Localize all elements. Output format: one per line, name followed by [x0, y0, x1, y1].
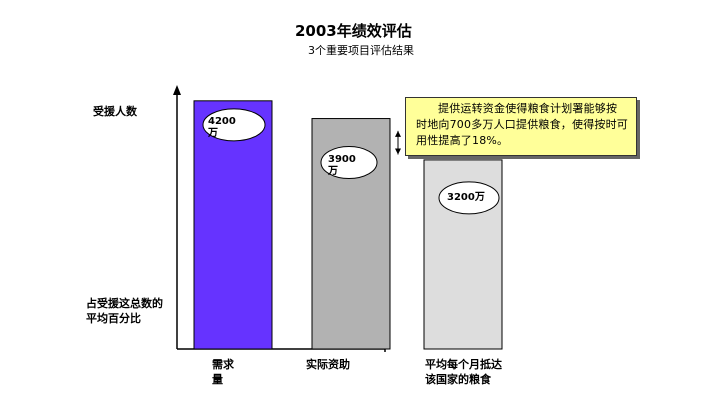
chart-title: 2003年绩效评估: [295, 22, 412, 40]
data-label-bubble-2: [320, 146, 378, 180]
difference-arrow: [395, 130, 401, 155]
arrow-head-up: [395, 130, 401, 137]
category-label-3: 平均每个月抵达该国家的粮食: [425, 358, 502, 386]
y-axis-label-top: 受援人数: [93, 105, 137, 118]
y-axis-label-bottom: 占受援这总数的平均百分比: [86, 297, 163, 325]
arrow-head-down: [395, 148, 401, 155]
data-label-3: 3200万: [447, 191, 485, 203]
data-label-ellipses: [202, 108, 500, 215]
data-label-2: 3900万: [328, 153, 356, 177]
data-label-bubble-1: [202, 108, 266, 142]
bar-1: [193, 100, 273, 350]
category-label-2: 实际资助: [306, 358, 350, 371]
callout-note: 提供运转资金使得粮食计划署能够按时地向700多万人口提供粮食，使得按时可用性提高…: [405, 97, 637, 156]
chart-subtitle: 3个重要项目评估结果: [308, 44, 414, 57]
data-label-bubble-3: [438, 181, 500, 215]
y-axis-arrowhead: [173, 85, 181, 95]
data-label-1: 4200万: [208, 115, 236, 139]
category-label-1: 需求量: [212, 358, 234, 386]
